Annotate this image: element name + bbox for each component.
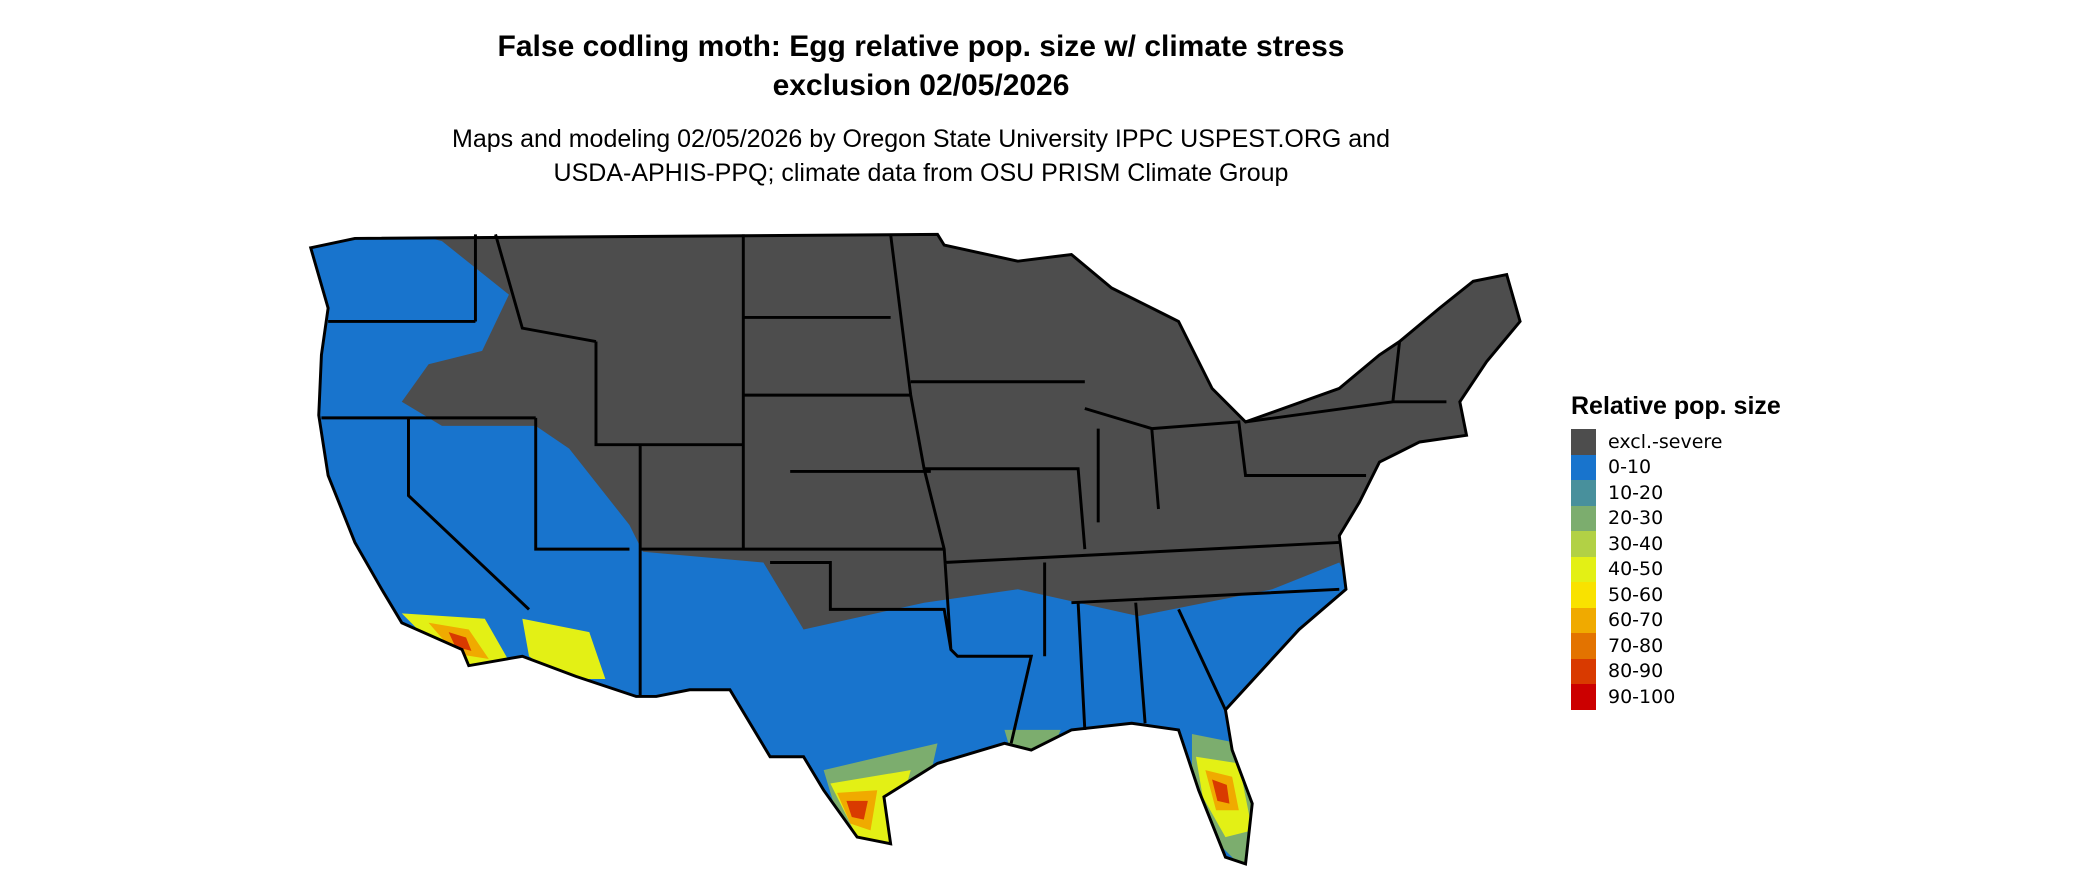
legend-label: 50-60 (1608, 583, 1664, 606)
map-title-line-1: False codling moth: Egg relative pop. si… (497, 30, 1345, 63)
legend-item: 70-80 (1571, 633, 1781, 659)
legend: Relative pop. size excl.-severe 0-10 10-20… (1571, 392, 1781, 710)
legend-label: 60-70 (1608, 609, 1664, 632)
legend-label: 90-100 (1608, 685, 1676, 708)
legend-label: 30-40 (1608, 532, 1664, 555)
legend-item: 80-90 (1571, 658, 1781, 684)
legend-swatch (1571, 505, 1596, 531)
legend-item: 90-100 (1571, 684, 1781, 710)
legend-title: Relative pop. size (1571, 392, 1781, 420)
legend-item: 0-10 (1571, 454, 1781, 480)
legend-label: 80-90 (1608, 660, 1664, 683)
legend-swatch (1571, 480, 1596, 506)
legend-label: 70-80 (1608, 634, 1664, 657)
legend-swatch (1571, 531, 1596, 557)
legend-label: excl.-severe (1608, 430, 1723, 453)
legend-swatch (1571, 684, 1596, 710)
legend-label: 40-50 (1608, 558, 1664, 581)
legend-swatch (1571, 429, 1596, 455)
legend-label: 0-10 (1608, 456, 1652, 479)
legend-label: 20-30 (1608, 507, 1664, 530)
map-subtitle-line-1: Maps and modeling 02/05/2026 by Oregon S… (452, 125, 1390, 153)
legend-swatch (1571, 582, 1596, 608)
zone-40-50 (401, 613, 1253, 844)
map-title-line-2: exclusion 02/05/2026 (772, 69, 1070, 102)
legend-item: excl.-severe (1571, 429, 1781, 455)
legend-rows: excl.-severe 0-10 10-20 20-30 30-40 40-50 50-6… (1571, 429, 1781, 710)
legend-item: 40-50 (1571, 556, 1781, 582)
legend-item: 30-40 (1571, 531, 1781, 557)
legend-item: 60-70 (1571, 607, 1781, 633)
state-borders (308, 232, 1522, 866)
legend-label: 10-20 (1608, 481, 1664, 504)
legend-swatch (1571, 607, 1596, 633)
legend-swatch (1571, 454, 1596, 480)
legend-item: 10-20 (1571, 480, 1781, 506)
map-subtitle-line-2: USDA-APHIS-PPQ; climate data from OSU PR… (553, 159, 1289, 187)
legend-swatch (1571, 658, 1596, 684)
legend-swatch (1571, 633, 1596, 659)
legend-item: 50-60 (1571, 582, 1781, 608)
legend-swatch (1571, 556, 1596, 582)
legend-item: 20-30 (1571, 505, 1781, 531)
